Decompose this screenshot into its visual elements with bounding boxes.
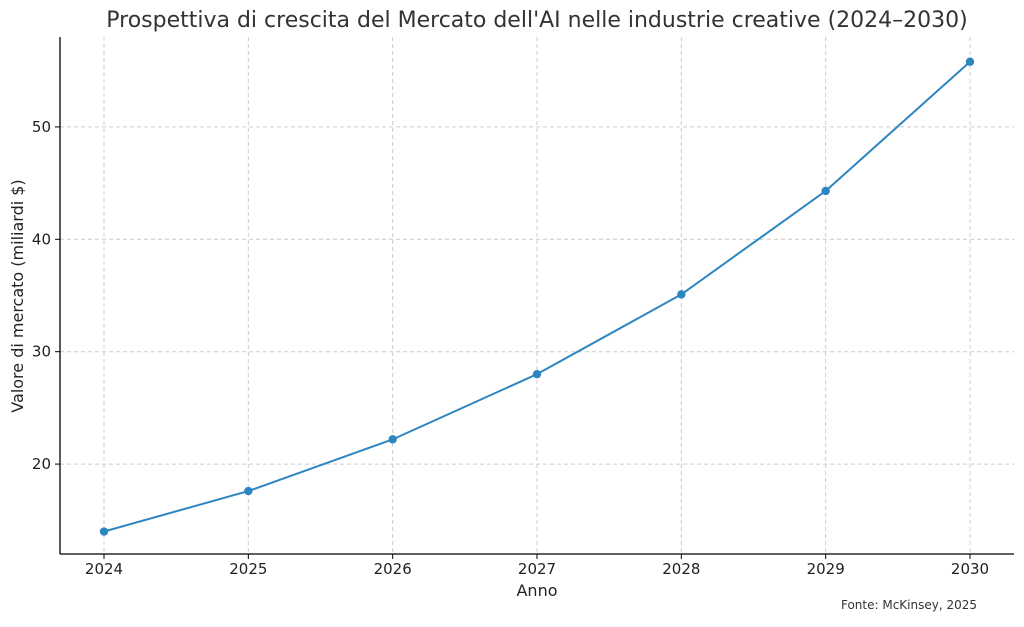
series bbox=[99, 57, 975, 536]
data-point bbox=[965, 57, 975, 66]
y-axis-label: Valore di mercato (miliardi $) bbox=[8, 179, 27, 412]
data-point bbox=[677, 290, 686, 299]
grid bbox=[60, 37, 1014, 554]
y-tick-label: 20 bbox=[32, 455, 51, 473]
data-point bbox=[244, 486, 253, 496]
y-tick-label: 50 bbox=[32, 118, 51, 136]
y-tick-label: 30 bbox=[32, 343, 51, 361]
x-tick-label: 2028 bbox=[662, 560, 700, 578]
x-tick-label: 2027 bbox=[518, 560, 556, 578]
y-tick-label: 40 bbox=[32, 230, 51, 248]
data-point bbox=[388, 435, 397, 444]
x-tick-label: 2025 bbox=[229, 560, 267, 578]
source-note: Fonte: McKinsey, 2025 bbox=[841, 598, 977, 612]
chart-title: Prospettiva di crescita del Mercato dell… bbox=[106, 8, 967, 33]
data-point bbox=[821, 186, 830, 196]
data-point bbox=[532, 369, 542, 379]
data-point bbox=[99, 527, 109, 536]
x-tick-label: 2026 bbox=[374, 560, 412, 578]
x-tick-label: 2030 bbox=[951, 560, 989, 578]
x-tick-label: 2024 bbox=[85, 560, 123, 578]
x-tick-label: 2029 bbox=[807, 560, 845, 578]
x-axis-label: Anno bbox=[516, 581, 557, 600]
